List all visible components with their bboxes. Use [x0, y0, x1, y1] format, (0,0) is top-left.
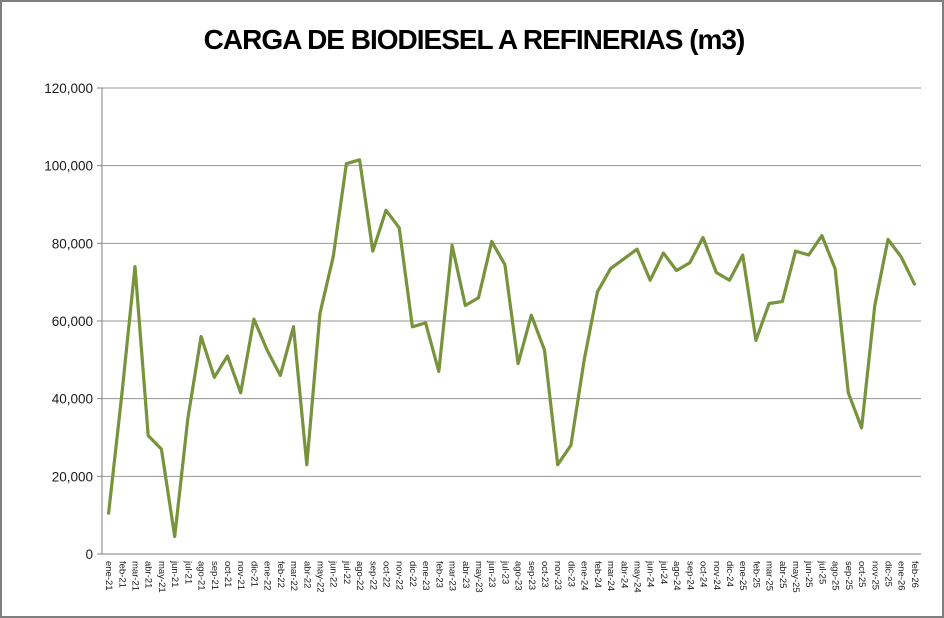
x-axis-tick-label: abr-25: [777, 561, 788, 588]
x-axis-tick-label: feb-25: [750, 561, 761, 588]
x-axis-tick-label: nov-21: [235, 561, 246, 590]
x-axis-tick-label: nov-24: [711, 561, 722, 590]
x-axis-tick-label: sep-23: [526, 561, 537, 590]
y-axis-tick-label: 120,000: [44, 81, 93, 96]
x-axis-tick-label: mar-25: [764, 561, 775, 591]
series-line-biodiesel: [106, 158, 917, 539]
x-axis-tick-label: jun-22: [328, 560, 339, 587]
x-axis-tick-label: ene-21: [103, 561, 114, 591]
x-axis-tick-label: ene-24: [579, 561, 590, 591]
x-axis-tick-label: may-25: [790, 561, 801, 593]
x-axis-tick-label: nov-23: [552, 561, 563, 590]
x-axis-tick-label: mar-21: [130, 561, 141, 591]
x-axis-tick-label: abr-22: [301, 561, 312, 588]
x-axis-tick-label: ago-23: [513, 561, 524, 591]
y-axis-tick-label: 40,000: [52, 392, 93, 407]
x-axis-tick-label: jun-23: [486, 560, 497, 587]
x-axis-tick-label: dic-23: [565, 561, 576, 587]
x-axis-tick-label: feb-26: [909, 561, 920, 588]
x-axis-tick-label: feb-22: [275, 561, 286, 588]
y-axis-tick-label: 100,000: [44, 159, 93, 174]
x-axis-tick-label: mar-23: [447, 561, 458, 591]
x-axis-tick-label: jun-25: [803, 560, 814, 587]
x-axis-tick-label: abr-23: [460, 561, 471, 588]
y-axis-tick-label: 80,000: [52, 236, 93, 251]
x-axis-tick-label: sep-24: [684, 561, 695, 590]
y-axis-tick-label: 60,000: [52, 314, 93, 329]
x-axis-tick-label: dic-24: [724, 561, 735, 587]
x-axis-tick-label: may-24: [631, 561, 642, 593]
x-axis-tick-label: oct-23: [539, 561, 550, 587]
x-axis-tick-label: jun-21: [169, 560, 180, 587]
x-axis-tick-label: feb-23: [433, 561, 444, 588]
x-axis-tick-label: dic-21: [248, 561, 259, 587]
x-axis-tick-label: mar-24: [605, 561, 616, 591]
x-axis-tick-label: oct-21: [222, 561, 233, 587]
chart-title: CARGA DE BIODIESEL A REFINERIAS (m3): [203, 24, 746, 55]
x-axis-tick-label: mar-22: [288, 561, 299, 591]
x-axis-tick-label: feb-21: [116, 561, 127, 588]
x-axis-tick-label: dic-22: [407, 561, 418, 587]
x-axis-tick-label: ago-21: [196, 561, 207, 591]
x-axis-tick-label: oct-24: [698, 561, 709, 587]
x-axis-tick-label: dic-25: [882, 561, 893, 587]
x-axis-tick-label: ago-22: [354, 561, 365, 591]
y-axis-tick-label: 0: [85, 547, 93, 562]
x-axis-tick-label: oct-22: [381, 561, 392, 587]
x-axis-tick-label: sep-21: [209, 561, 220, 590]
x-axis-tick-label: ago-25: [830, 561, 841, 591]
x-axis-tick-label: feb-24: [592, 561, 603, 588]
x-axis-tick-label: nov-22: [394, 561, 405, 590]
x-axis-tick-label: ene-22: [262, 561, 273, 591]
x-axis-tick-label: jul-24: [658, 560, 669, 584]
x-axis-tick-label: abr-21: [143, 561, 154, 588]
y-axis-tick-label: 20,000: [52, 469, 93, 484]
x-axis-tick-label: oct-25: [856, 561, 867, 587]
x-axis-tick-label: ene-26: [896, 561, 907, 591]
x-axis-tick-label: jul-25: [816, 560, 827, 584]
x-axis-tick-label: may-21: [156, 561, 167, 593]
x-axis-tick-label: jul-22: [341, 560, 352, 584]
x-axis-tick-label: may-23: [473, 561, 484, 593]
x-axis-tick-label: ene-25: [737, 561, 748, 591]
x-axis-tick-label: jul-23: [499, 560, 510, 584]
x-axis-tick-label: sep-25: [843, 561, 854, 590]
x-axis-tick-label: ago-24: [671, 561, 682, 591]
x-axis-tick-label: ene-23: [420, 561, 431, 591]
x-axis-tick-label: nov-25: [869, 561, 880, 590]
x-axis-tick-label: jul-21: [182, 560, 193, 584]
x-axis-tick-label: jun-24: [645, 560, 656, 587]
x-axis-tick-label: abr-24: [618, 561, 629, 588]
x-axis-tick-label: may-22: [314, 561, 325, 593]
x-axis-tick-label: sep-22: [367, 561, 378, 590]
